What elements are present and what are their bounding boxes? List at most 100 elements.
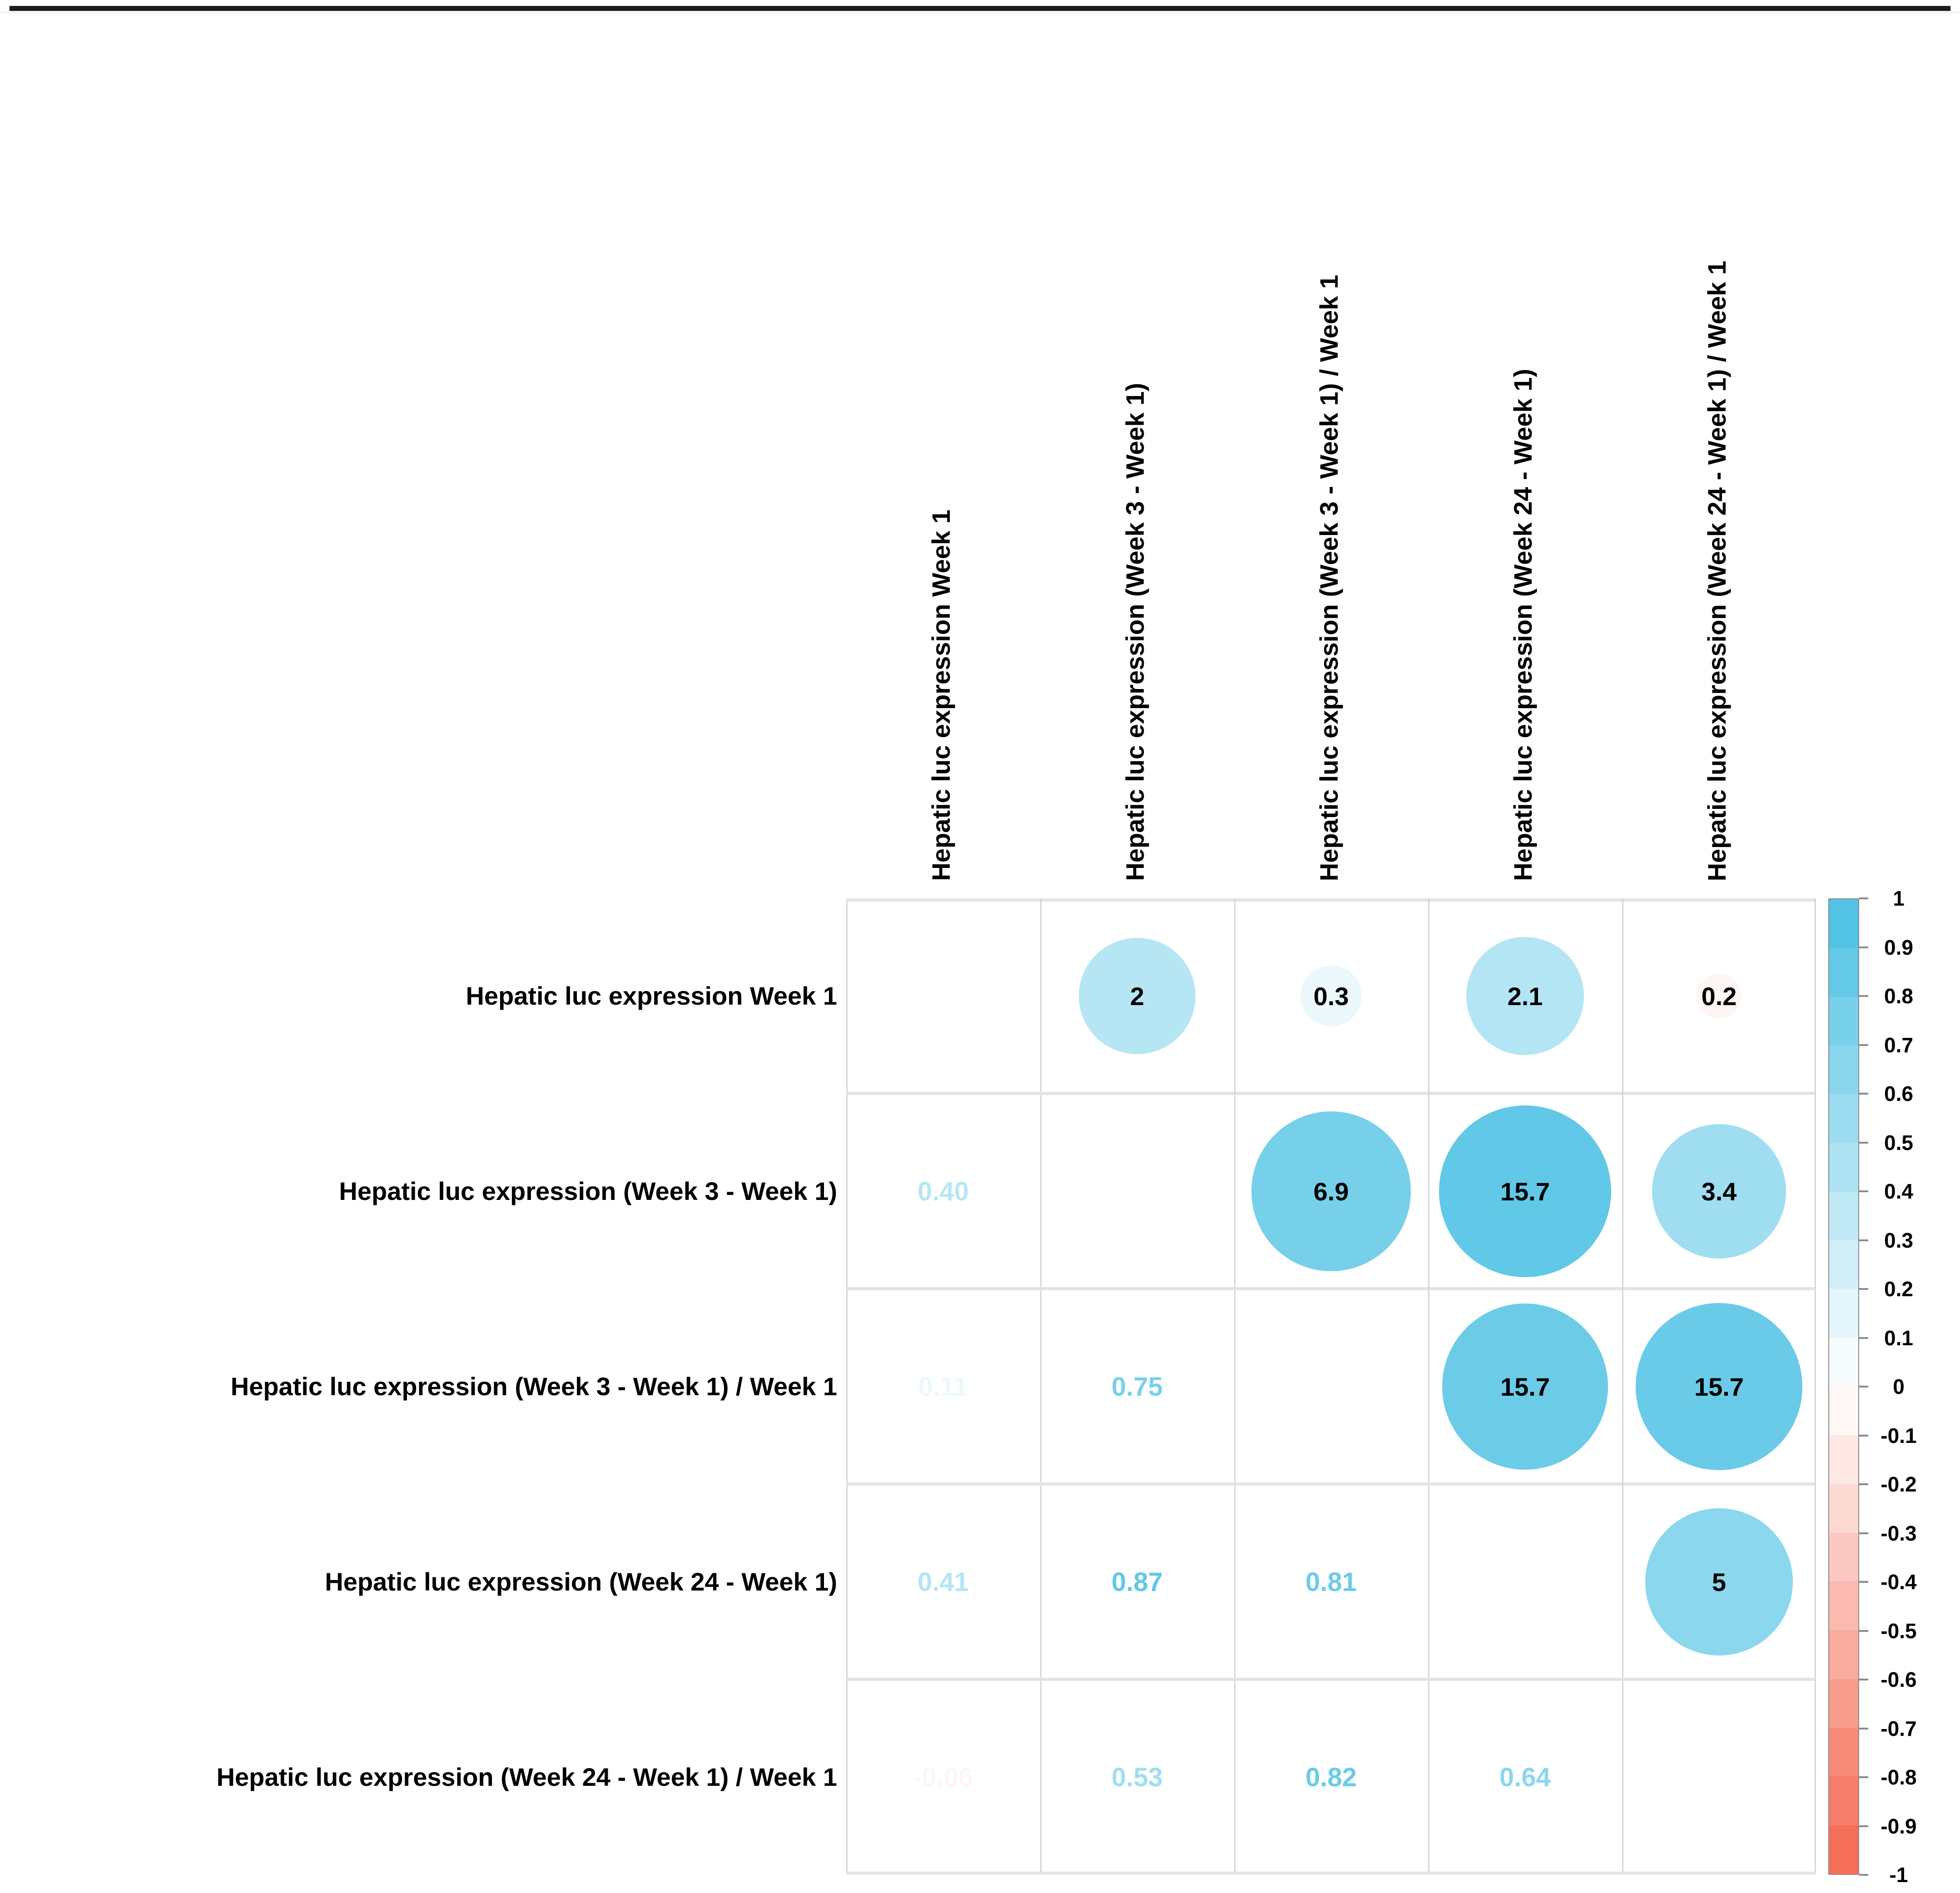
- grid-line-vertical: [1815, 898, 1816, 1875]
- legend-tick-label: 0.7: [1884, 1033, 1913, 1057]
- column-label: Hepatic luc expression (Week 24 - Week 1…: [1702, 260, 1731, 881]
- bubble-value: 15.7: [1500, 1372, 1550, 1401]
- matrix-cell: 0.2: [1622, 898, 1816, 1094]
- matrix-cell: 15.7: [1428, 1094, 1622, 1289]
- legend-tick-label: -0.6: [1881, 1668, 1917, 1691]
- coefficient-value: 0.87: [1111, 1567, 1163, 1597]
- coefficient-value: 0.75: [1111, 1372, 1163, 1402]
- legend-colorbar: [1828, 898, 1859, 1875]
- legend-segment: [1829, 1435, 1858, 1485]
- matrix-cell: 15.7: [1428, 1289, 1622, 1484]
- matrix-cell: 2: [1040, 898, 1234, 1094]
- grid-line-vertical: [1234, 898, 1236, 1875]
- legend-tick-label: -0.7: [1881, 1716, 1917, 1740]
- legend-segment: [1829, 1143, 1858, 1192]
- grid-line-vertical: [1428, 898, 1429, 1875]
- legend-tick-label: -0.1: [1881, 1423, 1917, 1447]
- legend-segment: [1829, 1728, 1858, 1777]
- legend-segment: [1829, 1679, 1858, 1729]
- legend-tick: [1859, 946, 1868, 948]
- bubble-value: 5: [1712, 1567, 1727, 1596]
- legend-tick-label: -0.9: [1881, 1814, 1917, 1838]
- grid-line-horizontal: [846, 1678, 1816, 1681]
- legend-tick: [1859, 1825, 1868, 1827]
- legend-tick-label: 0: [1893, 1375, 1905, 1398]
- row-label: Hepatic luc expression (Week 24 - Week 1…: [216, 1763, 837, 1791]
- legend-tick: [1859, 1874, 1868, 1876]
- matrix-cell: 0.75: [1040, 1289, 1234, 1484]
- legend-tick-label: 0.2: [1884, 1277, 1913, 1301]
- legend-tick-label: 0.4: [1884, 1179, 1913, 1203]
- legend-tick: [1859, 1239, 1868, 1241]
- matrix-cell: 0.3: [1234, 898, 1428, 1094]
- legend-tick: [1859, 1727, 1868, 1729]
- coefficient-value: 0.40: [918, 1176, 969, 1206]
- legend-tick-label: 1: [1893, 887, 1905, 910]
- grid-line-horizontal: [846, 1287, 1816, 1290]
- column-label: Hepatic luc expression Week 1: [926, 510, 955, 881]
- legend-tick-label: -0.3: [1881, 1521, 1917, 1545]
- legend-tick: [1859, 1776, 1868, 1778]
- top-border-shade: [0, 11, 1960, 14]
- bubble-value: 0.2: [1701, 981, 1737, 1011]
- legend-tick: [1859, 1337, 1868, 1339]
- bubble-value: 0.3: [1313, 981, 1349, 1011]
- coefficient-value: 0.11: [918, 1372, 968, 1402]
- correlation-bubble: [1652, 1124, 1786, 1259]
- coefficient-value: 0.41: [918, 1567, 969, 1597]
- correlation-bubble: [1079, 937, 1196, 1055]
- legend-tick-label: -0.8: [1881, 1765, 1917, 1789]
- legend-tick-label: 0.5: [1884, 1130, 1913, 1155]
- legend-tick: [1859, 1483, 1868, 1485]
- grid-line-horizontal: [846, 1482, 1816, 1486]
- matrix-cell: -0.06: [846, 1680, 1040, 1875]
- grid-line-vertical: [1040, 898, 1042, 1875]
- column-label: Hepatic luc expression (Week 3 - Week 1)…: [1314, 274, 1343, 881]
- legend-segment: [1829, 1191, 1858, 1241]
- legend-tick-label: -0.4: [1881, 1570, 1917, 1594]
- matrix-cell: 0.64: [1428, 1680, 1622, 1875]
- legend-tick: [1859, 1141, 1868, 1144]
- matrix-cell: 0.53: [1040, 1680, 1234, 1875]
- legend-segment: [1829, 1484, 1858, 1533]
- legend-tick-label: 0.1: [1884, 1326, 1913, 1350]
- coefficient-value: 0.64: [1499, 1762, 1551, 1792]
- matrix-cell: 0.40: [846, 1094, 1040, 1289]
- legend-tick-label: -1: [1889, 1863, 1908, 1887]
- legend-tick: [1859, 1190, 1868, 1192]
- matrix-cell: 3.4: [1622, 1094, 1816, 1289]
- correlation-bubble: [1466, 937, 1584, 1055]
- legend-tick-label: 0.9: [1884, 935, 1913, 959]
- matrix-cell: 5: [1622, 1484, 1816, 1680]
- matrix-cell: 0.41: [846, 1484, 1040, 1680]
- correlation-bubble: [1300, 965, 1362, 1027]
- grid-line-horizontal: [846, 898, 1816, 902]
- legend-segment: [1829, 996, 1858, 1046]
- column-label: Hepatic luc expression (Week 3 - Week 1): [1120, 383, 1149, 881]
- legend-segment: [1829, 1338, 1858, 1387]
- matrix-cell: 6.9: [1234, 1094, 1428, 1289]
- legend-tick: [1859, 1679, 1868, 1680]
- grid-line-vertical: [1622, 898, 1623, 1875]
- correlation-matrix: 2 0.3 2.1 0.2 6.9 15.7 3.4 15.7 15.7 5 0.40 0.11 0.7…: [846, 898, 1816, 1875]
- legend-tick: [1859, 1288, 1868, 1290]
- legend-tick: [1859, 1434, 1868, 1437]
- coefficient-value: -0.06: [913, 1762, 973, 1792]
- legend-segment: [1829, 1045, 1858, 1095]
- legend-segment: [1829, 948, 1858, 997]
- legend-tick-label: 0.8: [1884, 984, 1913, 1008]
- coefficient-value: 0.82: [1305, 1762, 1357, 1792]
- legend-tick: [1859, 1581, 1868, 1583]
- legend-tick: [1859, 1532, 1868, 1534]
- matrix-cell: 15.7: [1622, 1289, 1816, 1484]
- bubble-value: 15.7: [1500, 1177, 1550, 1206]
- correlation-bubble: [1635, 1303, 1803, 1470]
- row-label: Hepatic luc expression (Week 3 - Week 1): [339, 1177, 837, 1205]
- correlation-bubble: [1251, 1111, 1411, 1271]
- row-label: Hepatic luc expression (Week 3 - Week 1)…: [230, 1372, 837, 1401]
- legend-tick-label: -0.2: [1881, 1472, 1917, 1496]
- legend-segment: [1829, 1776, 1858, 1826]
- legend-tick-label: 0.3: [1884, 1228, 1913, 1252]
- coefficient-value: 0.81: [1305, 1567, 1357, 1597]
